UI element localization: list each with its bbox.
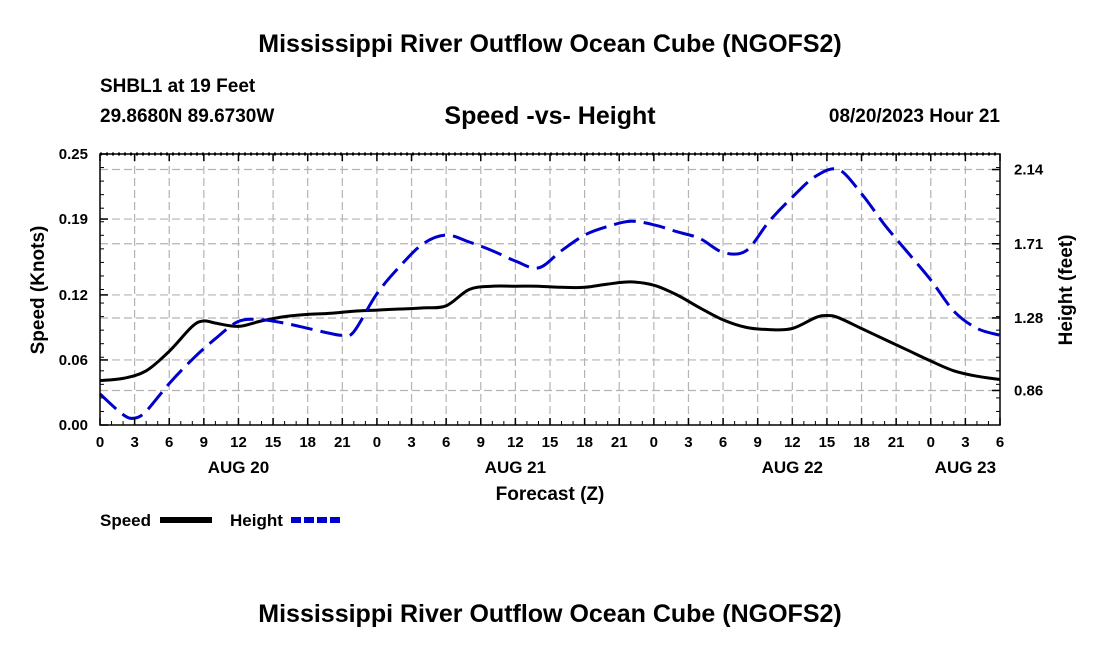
x-tick-label: 6 <box>165 434 173 451</box>
date-label: AUG 22 <box>762 458 823 477</box>
location-label: 29.8680N 89.6730W <box>100 106 275 127</box>
page-title-bottom: Mississippi River Outflow Ocean Cube (NG… <box>258 600 842 628</box>
x-tick-label: 9 <box>754 434 762 451</box>
x-tick-label: 6 <box>719 434 727 451</box>
date-label: AUG 21 <box>485 458 546 477</box>
grid-lines <box>100 152 1000 425</box>
x-tick-label: 6 <box>442 434 450 451</box>
x-tick-label: 15 <box>265 434 282 451</box>
data-series <box>98 167 1001 420</box>
x-tick-label: 12 <box>507 434 524 451</box>
y-tick-label: 0.06 <box>59 352 88 369</box>
x-tick-label: 12 <box>784 434 801 451</box>
date-label: AUG 23 <box>935 458 996 477</box>
y2-tick-label: 1.71 <box>1014 236 1043 253</box>
x-tick-label: 3 <box>684 434 692 451</box>
x-axis: 0 3 6 9 12 15 18 21 0 3 6 9 12 15 18 21 0 3 6 9 12 15 18 21 0 3 6 <box>96 154 1004 451</box>
x-tick-label: 9 <box>477 434 485 451</box>
x-tick-label: 3 <box>130 434 138 451</box>
y-tick-label: 0.00 <box>59 417 88 434</box>
speed-height-chart: Speed -vs- Height 0 3 6 9 12 15 18 21 0 3 6 9 12 15 18… <box>28 102 1077 530</box>
x-tick-label: 12 <box>230 434 247 451</box>
x-tick-label: 9 <box>200 434 208 451</box>
x-tick-label: 21 <box>611 434 628 451</box>
y2-tick-label: 1.28 <box>1014 310 1043 327</box>
y-axis-right: 0.86 1.28 1.71 2.14 <box>992 153 1044 426</box>
y-axis-label: Speed (Knots) <box>28 226 49 355</box>
speed-series-line <box>99 280 1001 383</box>
y2-tick-label: 0.86 <box>1014 382 1043 399</box>
legend-height-label: Height <box>230 511 283 530</box>
station-label: SHBL1 at 19 Feet <box>100 76 256 97</box>
date-label: AUG 20 <box>208 458 269 477</box>
chart-title: Speed -vs- Height <box>444 102 656 130</box>
date-labels: AUG 20 AUG 21 AUG 22 AUG 23 <box>208 458 996 477</box>
x-tick-label: 6 <box>996 434 1004 451</box>
y2-axis-label: Height (feet) <box>1056 235 1077 346</box>
x-tick-label: 15 <box>819 434 836 451</box>
height-series-line <box>98 167 1001 420</box>
x-tick-label: 18 <box>299 434 316 451</box>
legend: Speed Height <box>100 511 343 530</box>
y-tick-label: 0.19 <box>59 211 88 228</box>
datetime-label: 08/20/2023 Hour 21 <box>828 106 1000 127</box>
x-axis-label: Forecast (Z) <box>496 484 605 505</box>
x-tick-label: 0 <box>373 434 381 451</box>
y-axis-left: 0.00 0.06 0.12 0.19 0.25 <box>59 146 108 434</box>
y2-tick-label: 2.14 <box>1014 162 1044 179</box>
legend-speed-label: Speed <box>100 511 151 530</box>
x-tick-label: 3 <box>407 434 415 451</box>
y-tick-label: 0.12 <box>59 287 88 304</box>
page-title-top: Mississippi River Outflow Ocean Cube (NG… <box>258 30 842 58</box>
x-tick-label: 0 <box>927 434 935 451</box>
x-tick-label: 0 <box>650 434 658 451</box>
x-tick-label: 18 <box>576 434 593 451</box>
x-tick-label: 21 <box>888 434 905 451</box>
x-tick-label: 18 <box>853 434 870 451</box>
x-tick-label: 21 <box>334 434 351 451</box>
y-tick-label: 0.25 <box>59 146 88 163</box>
x-tick-label: 3 <box>961 434 969 451</box>
x-tick-label: 15 <box>542 434 559 451</box>
x-tick-label: 0 <box>96 434 104 451</box>
